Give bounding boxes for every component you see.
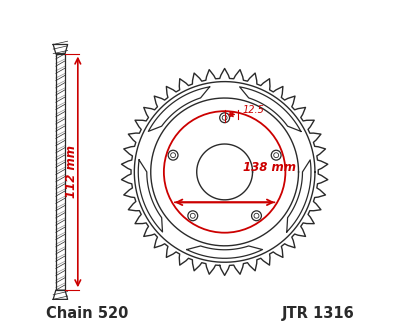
Text: JTR 1316: JTR 1316 [282, 306, 354, 321]
Polygon shape [56, 54, 65, 290]
Circle shape [271, 150, 281, 160]
Circle shape [220, 113, 230, 123]
Circle shape [188, 211, 198, 221]
Polygon shape [148, 87, 210, 131]
Text: 138 mm: 138 mm [243, 161, 296, 173]
Text: 12.5: 12.5 [243, 105, 264, 115]
Circle shape [168, 150, 178, 160]
Polygon shape [138, 160, 162, 232]
Polygon shape [53, 290, 68, 299]
Polygon shape [287, 160, 311, 232]
Polygon shape [240, 87, 301, 131]
Polygon shape [187, 246, 262, 258]
Circle shape [252, 211, 262, 221]
Text: Chain 520: Chain 520 [46, 306, 128, 321]
Polygon shape [53, 44, 68, 54]
Text: 112 mm: 112 mm [66, 145, 78, 198]
